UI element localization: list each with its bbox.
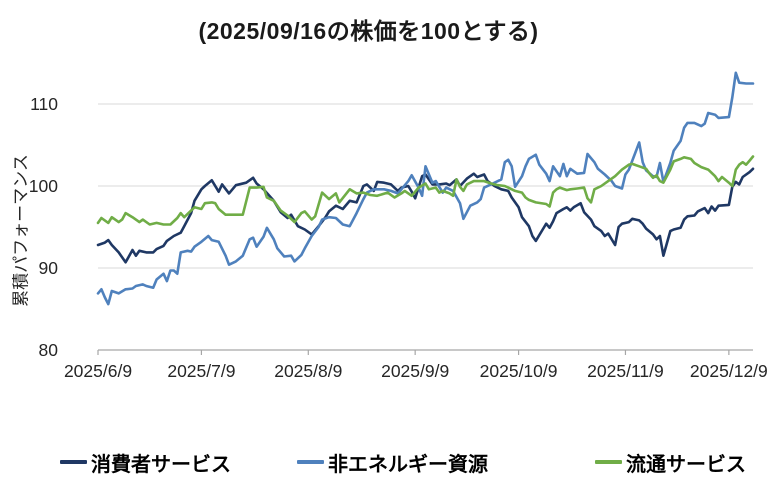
chart-title: (2025/09/16の株価を100とする) <box>198 18 539 44</box>
y-tick-label-100: 100 <box>28 176 58 196</box>
x-tick-label-2025/10/9: 2025/10/9 <box>479 361 558 381</box>
legend-label-distribution-services: 流通サービス <box>626 453 746 476</box>
legend-swatch-non-energy-resources <box>297 460 324 464</box>
x-tick-label-2025/6/9: 2025/6/9 <box>63 361 133 381</box>
legend-entry-distribution-services: 流通サービス <box>595 447 746 477</box>
y-tick-label-90: 90 <box>38 258 58 278</box>
legend-swatch-distribution-services <box>595 460 622 464</box>
y-tick-label-110: 110 <box>30 94 58 114</box>
legend: 消費者サービス 非エネルギー資源 流通サービス <box>0 447 777 477</box>
x-tick-label-2025/9/9: 2025/9/9 <box>381 361 450 381</box>
legend-entry-non-energy-resources: 非エネルギー資源 <box>297 447 488 477</box>
legend-label-consumer-services: 消費者サービス <box>91 453 231 476</box>
legend-entry-consumer-services: 消費者サービス <box>60 447 231 477</box>
x-tick-label-2025/7/9: 2025/7/9 <box>167 361 236 381</box>
x-tick-label-2025/12/9: 2025/12/9 <box>689 361 768 381</box>
legend-swatch-consumer-services <box>60 460 87 464</box>
x-tick-label-2025/11/9: 2025/11/9 <box>587 361 664 381</box>
x-tick-label-2025/8/9: 2025/8/9 <box>274 361 343 381</box>
series-line-2 <box>96 155 755 226</box>
y-tick-label-80: 80 <box>38 340 58 360</box>
series-line-1 <box>96 71 755 306</box>
legend-label-non-energy-resources: 非エネルギー資源 <box>328 453 488 476</box>
